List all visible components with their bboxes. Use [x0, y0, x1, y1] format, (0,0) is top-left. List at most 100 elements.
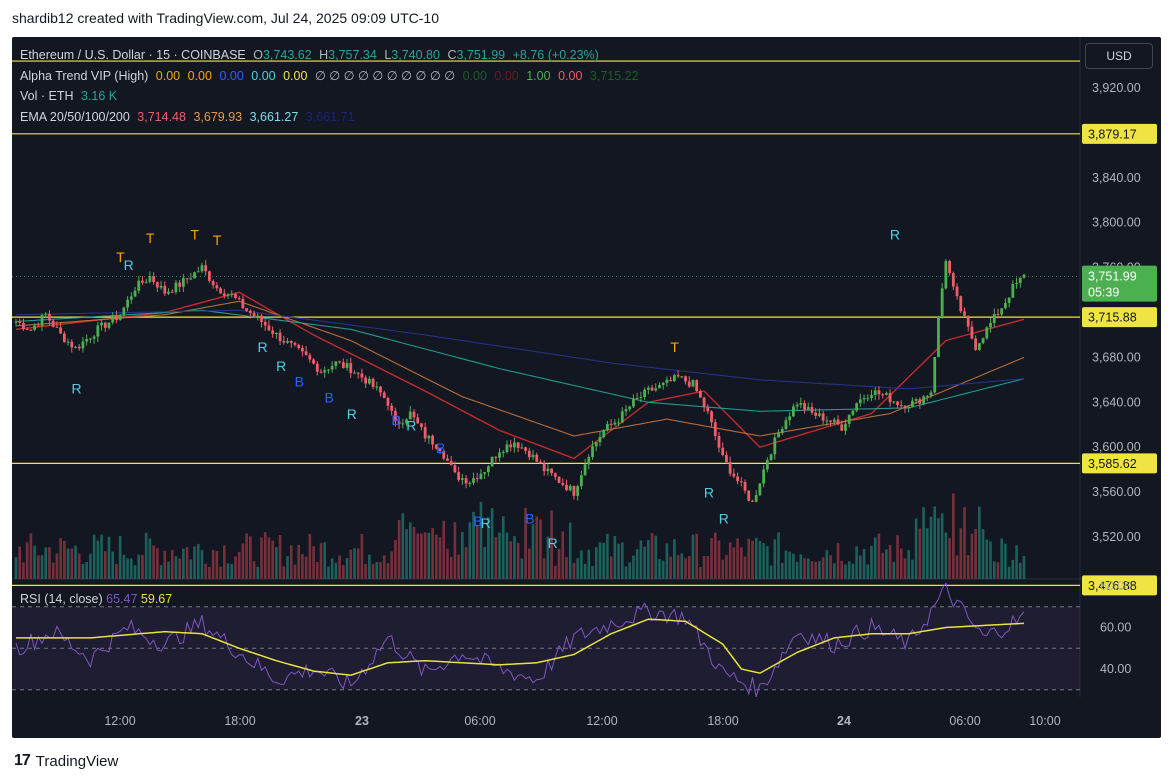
- candle-body: [829, 420, 832, 422]
- alpha-value: 0.00: [558, 68, 583, 83]
- candle-body: [390, 405, 394, 411]
- volume-bar: [617, 543, 620, 579]
- candle-body: [505, 444, 509, 452]
- volume-bar: [650, 533, 654, 579]
- alpha-value: 0.00: [187, 68, 212, 83]
- volume-bar: [561, 531, 565, 579]
- volume-bar: [736, 538, 739, 579]
- volume-bar: [702, 555, 706, 579]
- candle-body: [356, 372, 360, 374]
- chart-frame[interactable]: 3,920.003,840.003,800.003,760.003,680.00…: [12, 37, 1161, 738]
- volume-bar: [799, 554, 803, 579]
- volume-bar: [371, 564, 375, 579]
- volume-bar: [527, 548, 531, 579]
- volume-bar: [457, 554, 460, 579]
- candle-body: [472, 478, 475, 483]
- alpha-value: 0.00: [494, 68, 519, 83]
- volume-bar: [438, 537, 442, 579]
- candle-body: [818, 413, 821, 416]
- volume-bar: [152, 545, 155, 579]
- volume-bar: [922, 507, 925, 579]
- candle-body: [884, 393, 888, 395]
- candle-body: [174, 282, 178, 293]
- volume-bar: [312, 546, 315, 579]
- alpha-indicator-name[interactable]: Alpha Trend VIP (High): [20, 68, 149, 83]
- candle-body: [442, 450, 446, 459]
- volume-bar: [215, 550, 219, 579]
- candle-body: [22, 322, 25, 329]
- volume-bar: [944, 532, 948, 579]
- candle-body: [725, 454, 728, 463]
- alpha-value: 0.00: [251, 68, 276, 83]
- ema20-value: 3,714.48: [137, 109, 186, 124]
- candle-body: [635, 397, 639, 399]
- volume-bar: [587, 549, 591, 579]
- volume-bar: [918, 528, 922, 579]
- candle-body: [862, 398, 866, 400]
- volume-bar: [423, 532, 427, 579]
- candle-body: [315, 363, 319, 372]
- volume-bar: [780, 562, 784, 579]
- volume-bar: [870, 545, 873, 579]
- volume-bar: [408, 522, 412, 579]
- rsi-indicator-name[interactable]: RSI (14, close): [20, 592, 103, 606]
- volume-bar: [345, 558, 349, 579]
- volume-bar: [449, 557, 453, 579]
- candle-body: [271, 330, 275, 334]
- volume-bar: [245, 533, 248, 579]
- signal-marker: R: [719, 511, 729, 527]
- tradingview-logo-icon[interactable]: 17: [14, 752, 31, 769]
- volume-bar: [263, 532, 267, 579]
- volume-bar: [914, 518, 918, 579]
- volume-bar: [338, 555, 341, 579]
- volume-indicator-name[interactable]: Vol · ETH: [20, 89, 74, 103]
- volume-bar: [174, 556, 178, 579]
- signal-marker: B: [525, 511, 534, 527]
- candle-body: [241, 298, 245, 309]
- candle-body: [479, 473, 483, 480]
- footer: 17 TradingView: [14, 752, 118, 770]
- ema-line: [15, 291, 1025, 460]
- candle-body: [661, 382, 665, 386]
- symbol-name[interactable]: Ethereum / U.S. Dollar · 15 · COINBASE: [20, 48, 246, 62]
- alpha-value: 0.00: [219, 68, 244, 83]
- volume-bar: [810, 561, 814, 579]
- ema-indicator-name[interactable]: EMA 20/50/100/200: [20, 109, 130, 124]
- candle-body: [234, 294, 237, 298]
- candle-body: [446, 458, 449, 461]
- candle-body: [963, 311, 966, 316]
- candle-body: [844, 423, 847, 431]
- candle-body: [327, 369, 330, 371]
- volume-bar: [323, 542, 327, 579]
- chart-canvas[interactable]: 3,920.003,840.003,800.003,760.003,680.00…: [12, 37, 1161, 738]
- volume-bar: [788, 551, 791, 579]
- volume-bar: [315, 561, 319, 579]
- currency-button[interactable]: USD: [1085, 43, 1153, 69]
- volume-bar: [598, 542, 602, 579]
- candle-body: [847, 414, 851, 424]
- volume-bar: [48, 547, 51, 579]
- volume-bar: [661, 560, 665, 579]
- volume-bar: [974, 529, 977, 579]
- level-price-label: 3,879.17: [1088, 127, 1137, 141]
- candle-body: [96, 325, 100, 337]
- alpha-value: 1.00: [526, 68, 551, 83]
- volume-bar: [669, 556, 672, 579]
- candle-body: [334, 361, 338, 366]
- candle-body: [680, 376, 684, 378]
- candle-body: [899, 405, 903, 407]
- volume-bar: [732, 547, 736, 579]
- candle-body: [464, 478, 468, 484]
- volume-bar: [144, 532, 148, 579]
- candle-body: [375, 386, 379, 388]
- symbol-legend-row: Ethereum / U.S. Dollar · 15 · COINBASE O…: [20, 45, 643, 66]
- brand-name[interactable]: TradingView: [35, 752, 119, 770]
- volume-bar: [170, 550, 174, 579]
- candle-body: [937, 316, 940, 358]
- volume-bar: [554, 566, 557, 579]
- volume-bar: [416, 533, 420, 579]
- level-price-label: 3,585.62: [1088, 457, 1137, 471]
- candle-body: [133, 290, 137, 297]
- volume-bar: [427, 532, 431, 579]
- volume-bar: [211, 549, 215, 579]
